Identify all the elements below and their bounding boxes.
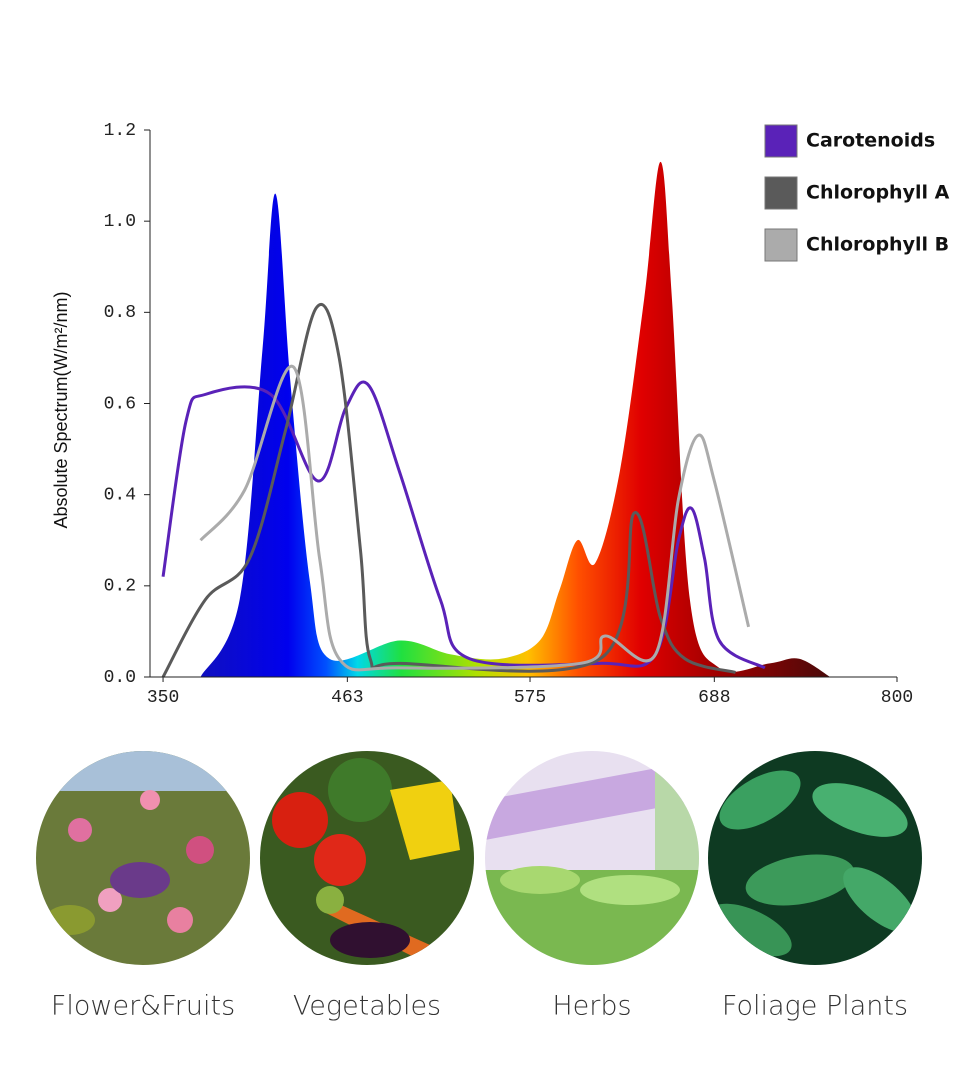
series-line [161,303,736,678]
gallery-label: Flower&Fruits [51,991,235,1022]
photo-vegetables [260,751,474,965]
y-tick-label: 1.2 [104,121,136,141]
y-tick-label: 0.2 [104,577,136,597]
y-tick-label: 0.8 [104,303,136,323]
y-tick-label: 0.0 [104,668,136,688]
series-line [199,364,751,672]
x-tick-label: 463 [331,688,363,708]
y-axis-label: Absolute Spectrum(W/m²/nm) [51,291,71,528]
gallery-label: Vegetables [293,991,441,1022]
x-tick-label: 688 [698,688,730,708]
series-line [161,380,766,670]
plot: 0.0 0.2 0.4 0.6 0.8 1.0 1.2 350 463 575 688 800 Caro… [104,121,950,708]
y-tick-label: 0.4 [104,485,136,505]
spectrum-area [200,161,831,678]
legend-swatch [764,176,798,210]
x-tick-label: 350 [147,688,179,708]
legend-swatch [764,228,798,262]
photo-foliage [708,751,922,965]
legend-swatch [764,124,798,158]
legend-label: Chlorophyll B [806,234,949,256]
legend-label: Chlorophyll A [806,182,950,204]
photo-herbs [485,751,699,965]
x-tick-label: 800 [881,688,913,708]
gallery-label: Foliage Plants [722,991,908,1022]
photo-flowers [36,751,250,965]
x-tick-label: 575 [514,688,546,708]
gallery: Flower&Fruits Vegetables Herbs Foliage Plan… [51,991,908,1022]
gallery-label: Herbs [552,991,631,1022]
legend-label: Carotenoids [806,130,935,152]
y-tick-label: 1.0 [104,212,136,232]
y-tick-label: 0.6 [104,394,136,414]
